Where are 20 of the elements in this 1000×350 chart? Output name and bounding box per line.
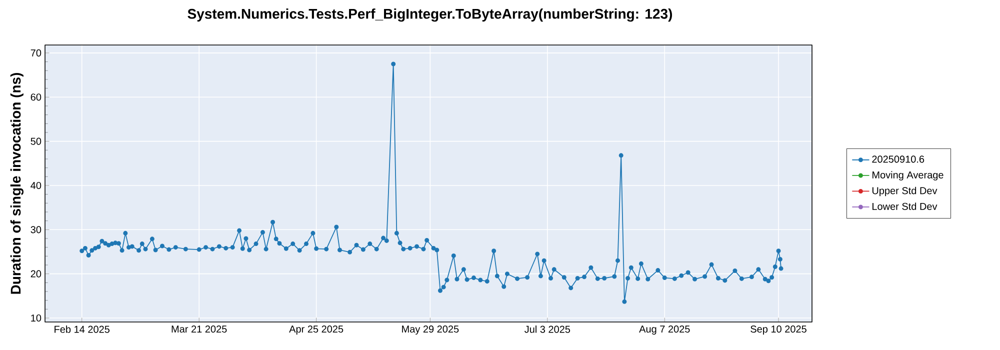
x-tick-label: Jul 3 2025 [524, 326, 570, 333]
x-tick-label: Feb 14 2025 [54, 326, 110, 333]
y-tick-label: 10 [31, 314, 42, 322]
x-tick-label: Aug 7 2025 [639, 326, 690, 335]
y-tick-label: 40 [30, 182, 42, 190]
y-tick-label: 70 [30, 49, 42, 56]
legend-label: Lower Std Dev [872, 202, 938, 210]
y-axis-title: Duration of single invocation (ns) [10, 72, 24, 294]
y-tick-label: 50 [30, 138, 42, 145]
legend-label: Moving Average [872, 171, 944, 180]
y-tick-label: 60 [30, 94, 42, 101]
x-tick-label: Sep 10 2025 [750, 326, 806, 335]
y-tick-label: 20 [30, 270, 42, 278]
legend-label: 20250910.6 [872, 156, 924, 163]
x-tick-label: Apr 25 2025 [289, 326, 344, 335]
x-tick-label: Mar 21 2025 [172, 326, 227, 333]
legend-label: Upper Std Dev [872, 186, 938, 196]
chart-title: System.Numerics.Tests.Perf_BigInteger.ToByteArray(numberString: 123) [188, 8, 672, 22]
y-tick-label: 30 [30, 226, 42, 234]
x-tick-label: May 29 2025 [402, 326, 459, 335]
